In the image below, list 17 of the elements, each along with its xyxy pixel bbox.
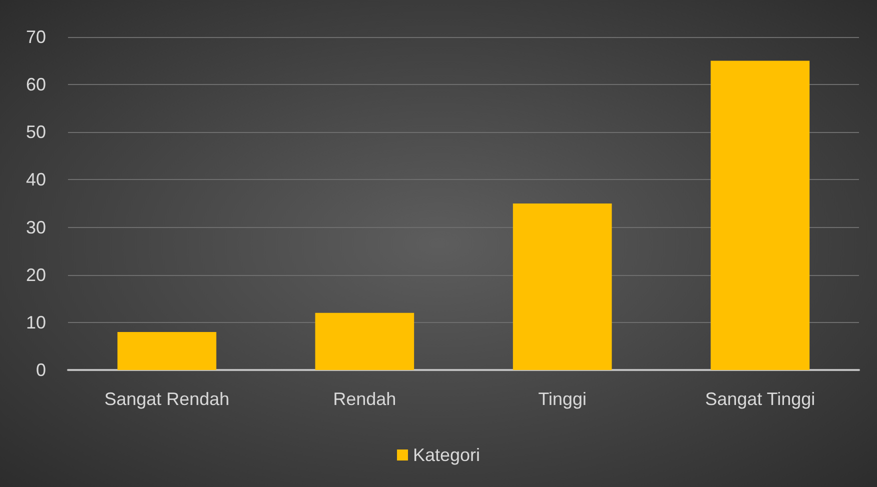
x-tick-label: Sangat Rendah bbox=[104, 389, 230, 409]
legend-label: Kategori bbox=[412, 445, 480, 465]
y-tick-label: 50 bbox=[26, 122, 46, 142]
y-tick-label: 70 bbox=[26, 27, 46, 47]
y-tick-label: 0 bbox=[36, 360, 46, 380]
y-tick-label: 40 bbox=[26, 170, 46, 190]
bar bbox=[315, 312, 414, 370]
y-tick-label: 10 bbox=[26, 312, 46, 332]
y-tick-label: 60 bbox=[26, 74, 46, 95]
bar bbox=[117, 332, 216, 370]
x-tick-label: Sangat Tinggi bbox=[705, 389, 816, 409]
x-tick-label: Rendah bbox=[333, 389, 396, 409]
y-tick-label: 20 bbox=[26, 264, 46, 285]
x-tick-label: Tinggi bbox=[538, 389, 587, 409]
bar bbox=[512, 204, 612, 370]
bar bbox=[710, 60, 810, 370]
y-tick-label: 30 bbox=[26, 217, 46, 238]
